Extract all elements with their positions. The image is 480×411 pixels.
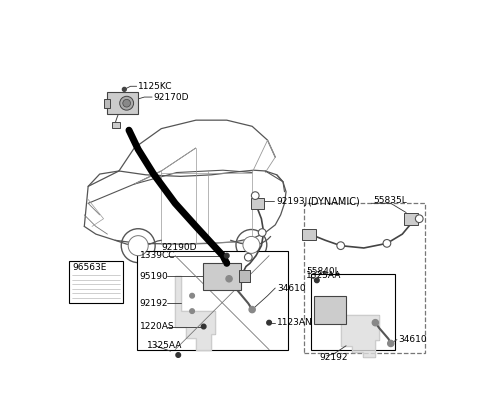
Bar (239, 270, 250, 282)
Circle shape (258, 229, 266, 236)
Circle shape (190, 309, 194, 314)
Text: 1339CC: 1339CC (140, 251, 175, 260)
Text: 92192: 92192 (319, 353, 348, 362)
Circle shape (372, 320, 378, 326)
Text: 92192: 92192 (140, 299, 168, 308)
Circle shape (337, 242, 345, 249)
Circle shape (226, 276, 232, 282)
Text: 96563E: 96563E (72, 263, 107, 272)
Circle shape (252, 192, 259, 199)
Text: 34610: 34610 (277, 284, 305, 293)
Circle shape (388, 340, 394, 346)
Text: 92190D: 92190D (161, 243, 197, 252)
Bar (304, 203, 425, 353)
Text: 95190: 95190 (140, 272, 168, 281)
Text: 92193J: 92193J (276, 196, 307, 206)
Circle shape (267, 320, 271, 325)
Circle shape (244, 253, 252, 261)
Bar (312, 274, 395, 350)
Circle shape (415, 215, 423, 223)
Polygon shape (175, 277, 215, 350)
Circle shape (176, 353, 180, 357)
Text: 1325AA: 1325AA (306, 271, 341, 280)
Bar (252, 198, 264, 209)
Text: 1123AN: 1123AN (277, 318, 312, 327)
Circle shape (383, 240, 391, 247)
Circle shape (128, 236, 148, 256)
Circle shape (243, 236, 260, 253)
Circle shape (121, 229, 155, 263)
Text: 55835L: 55835L (373, 196, 407, 205)
Text: 1125KC: 1125KC (138, 82, 173, 91)
Bar (404, 212, 418, 225)
Bar (238, 272, 250, 282)
Text: 34610: 34610 (398, 335, 427, 344)
Text: 92170D: 92170D (154, 92, 189, 102)
Circle shape (201, 324, 206, 329)
Bar (69, 261, 123, 303)
Circle shape (236, 229, 267, 260)
Text: 55840L: 55840L (306, 267, 340, 276)
FancyBboxPatch shape (203, 263, 240, 290)
Circle shape (224, 261, 229, 266)
Bar (104, 99, 110, 108)
Circle shape (314, 278, 319, 283)
Circle shape (122, 88, 126, 91)
Bar (137, 251, 288, 350)
Bar (112, 122, 120, 128)
Text: (DYNAMIC): (DYNAMIC) (308, 197, 360, 207)
FancyBboxPatch shape (314, 296, 346, 324)
Text: 1325AA: 1325AA (147, 341, 183, 350)
Circle shape (190, 293, 194, 298)
FancyBboxPatch shape (108, 92, 138, 114)
Circle shape (249, 307, 255, 313)
Circle shape (123, 99, 131, 107)
Polygon shape (341, 303, 379, 357)
Text: 1220AS: 1220AS (140, 322, 174, 331)
Bar (302, 229, 316, 240)
Circle shape (225, 253, 229, 258)
Circle shape (120, 96, 133, 110)
